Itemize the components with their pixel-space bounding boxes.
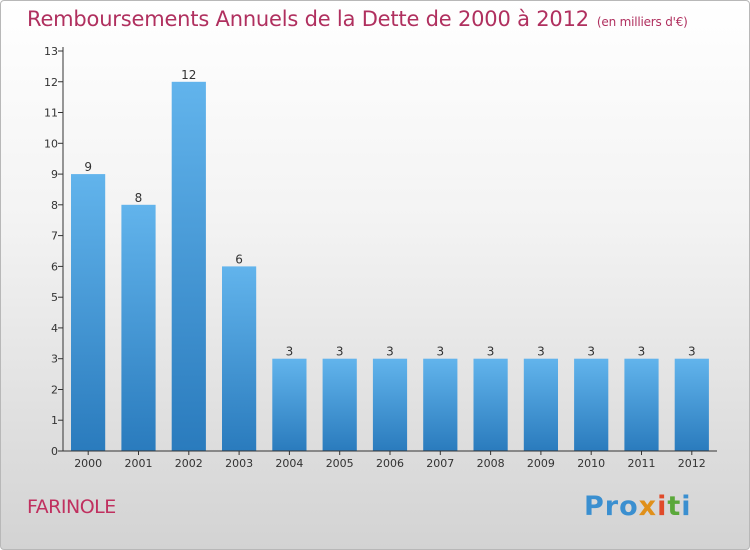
x-tick-label-2006: 2006 xyxy=(376,457,404,470)
y-tick-label-3: 3 xyxy=(51,353,58,366)
data-label-2007: 3 xyxy=(436,345,444,359)
data-label-2012: 3 xyxy=(688,345,696,359)
bar-2006 xyxy=(372,358,408,451)
data-label-2000: 9 xyxy=(84,160,92,174)
y-tick-label-1: 1 xyxy=(51,414,58,427)
data-label-2011: 3 xyxy=(638,345,646,359)
y-tick-label-8: 8 xyxy=(51,199,58,212)
y-tick-label-13: 13 xyxy=(44,45,58,58)
brand-logo: Proxiti xyxy=(584,491,692,522)
y-tick-label-7: 7 xyxy=(51,230,58,243)
data-label-2004: 3 xyxy=(286,345,294,359)
bar-2010 xyxy=(574,358,609,451)
x-tick-label-2003: 2003 xyxy=(225,457,253,470)
x-tick-label-2002: 2002 xyxy=(175,457,203,470)
data-label-2008: 3 xyxy=(487,345,495,359)
chart-title-main: Remboursements Annuels de la Dette de 20… xyxy=(27,7,589,31)
bar-2002 xyxy=(171,81,206,452)
y-tick-label-9: 9 xyxy=(51,168,58,181)
bar-2009 xyxy=(523,358,558,451)
x-tick-label-2001: 2001 xyxy=(125,457,153,470)
y-tick-label-6: 6 xyxy=(51,260,58,273)
bar-2005 xyxy=(322,358,357,451)
bar-2012 xyxy=(674,358,709,451)
x-tick-label-2000: 2000 xyxy=(74,457,102,470)
x-tick-label-2007: 2007 xyxy=(426,457,454,470)
bar-2003 xyxy=(222,266,257,451)
x-tick-label-2005: 2005 xyxy=(326,457,354,470)
commune-name: FARINOLE xyxy=(27,496,116,518)
data-label-2005: 3 xyxy=(336,345,344,359)
y-tick-label-12: 12 xyxy=(44,76,58,89)
x-tick-label-2008: 2008 xyxy=(477,457,505,470)
chart-title: Remboursements Annuels de la Dette de 20… xyxy=(27,7,688,31)
y-tick-label-11: 11 xyxy=(44,107,58,120)
x-tick-label-2004: 2004 xyxy=(275,457,303,470)
x-tick-label-2012: 2012 xyxy=(678,457,706,470)
x-tick-label-2009: 2009 xyxy=(527,457,555,470)
data-label-2002: 12 xyxy=(181,68,196,82)
data-label-2009: 3 xyxy=(537,345,545,359)
bar-2007 xyxy=(423,358,458,451)
y-tick-label-2: 2 xyxy=(51,384,58,397)
chart-subtitle: (en milliers d'€) xyxy=(596,15,688,29)
bar-2001 xyxy=(121,204,156,451)
data-label-2010: 3 xyxy=(587,345,595,359)
bar-2004 xyxy=(272,358,307,451)
x-tick-label-2010: 2010 xyxy=(577,457,605,470)
y-tick-label-10: 10 xyxy=(44,137,58,150)
bar-2008 xyxy=(473,358,508,451)
bar-2000 xyxy=(71,174,106,451)
data-label-2006: 3 xyxy=(386,345,394,359)
y-tick-label-0: 0 xyxy=(51,445,58,458)
y-tick-label-4: 4 xyxy=(51,322,58,335)
y-tick-label-5: 5 xyxy=(51,291,58,304)
x-tick-label-2011: 2011 xyxy=(628,457,656,470)
data-label-2001: 8 xyxy=(135,191,143,205)
bar-2011 xyxy=(624,358,659,451)
data-label-2003: 6 xyxy=(235,252,243,266)
